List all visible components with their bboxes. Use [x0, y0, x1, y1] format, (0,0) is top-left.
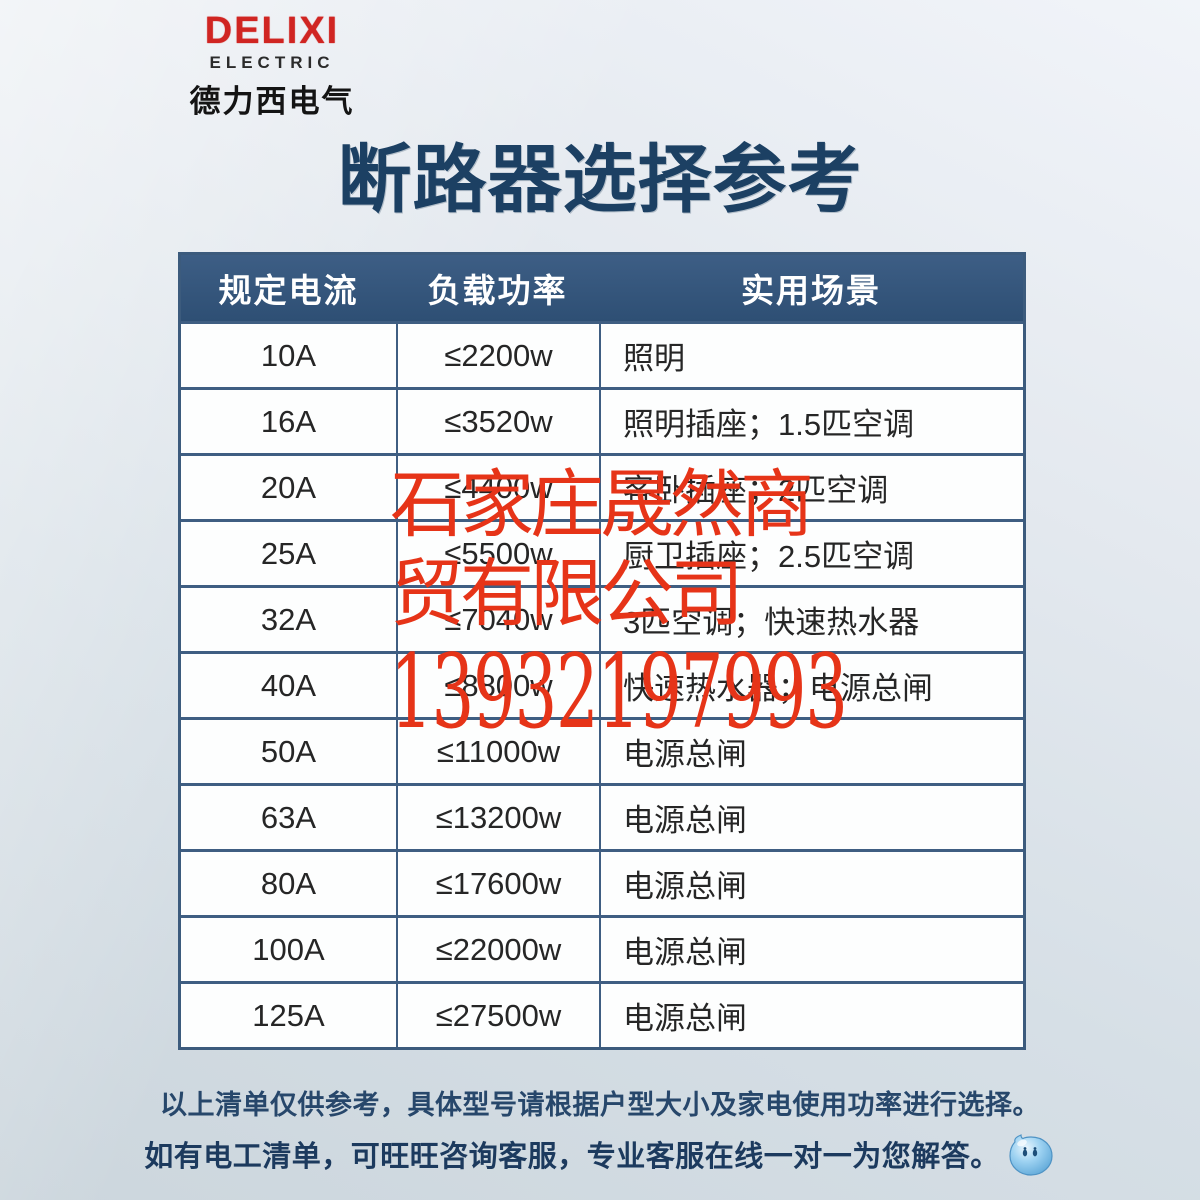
- table-row: 63A ≤13200w 电源总闸: [181, 783, 1023, 849]
- brand-logo: DELIXI ELECTRIC 德力西电气: [158, 10, 386, 121]
- cell-scenario: 照明: [599, 324, 1023, 387]
- page-title: 断路器选择参考: [337, 138, 863, 221]
- table-header-row: 规定电流 负载功率 实用场景: [181, 255, 1023, 321]
- table-row: 50A ≤11000w 电源总闸: [181, 717, 1023, 783]
- table-row: 16A ≤3520w 照明插座；1.5匹空调: [181, 387, 1023, 453]
- cell-power: ≤2200w: [396, 324, 599, 387]
- cell-scenario: 照明插座；1.5匹空调: [599, 390, 1023, 453]
- cell-scenario: 电源总闸: [599, 918, 1023, 981]
- cell-scenario: 电源总闸: [599, 786, 1023, 849]
- breaker-reference-table: 规定电流 负载功率 实用场景 10A ≤2200w 照明 16A ≤3520w …: [178, 252, 1026, 1050]
- header-cell-power: 负载功率: [427, 272, 568, 309]
- cell-power: ≤3520w: [396, 390, 599, 453]
- cell-current: 25A: [260, 535, 317, 571]
- header-cell-current: 规定电流: [218, 272, 359, 309]
- table-row: 25A ≤5500w 厨卫插座；2.5匹空调: [181, 519, 1023, 585]
- cell-power: ≤27500w: [396, 984, 599, 1047]
- table-row: 80A ≤17600w 电源总闸: [181, 849, 1023, 915]
- cell-scenario: 电源总闸: [599, 720, 1023, 783]
- cell-power: ≤13200w: [396, 786, 599, 849]
- cell-power: ≤7040w: [396, 588, 599, 651]
- footer-note-service: 如有电工清单，可旺旺咨询客服，专业客服在线一对一为您解答。: [0, 1130, 1200, 1178]
- table-row: 125A ≤27500w 电源总闸: [181, 981, 1023, 1047]
- cell-current: 16A: [260, 403, 317, 439]
- cell-power: ≤8800w: [396, 654, 599, 717]
- cell-power: ≤4400w: [396, 456, 599, 519]
- cell-power: ≤5500w: [396, 522, 599, 585]
- cell-scenario: 快速热水器；电源总闸: [599, 654, 1023, 717]
- cell-current: 10A: [260, 337, 317, 373]
- wangwang-droplet-icon: [1009, 1134, 1053, 1176]
- table-row: 100A ≤22000w 电源总闸: [181, 915, 1023, 981]
- cell-current: 32A: [260, 601, 317, 637]
- cell-current: 100A: [252, 931, 325, 967]
- brand-wordmark: DELIXI: [204, 10, 340, 52]
- header-cell-scenario: 实用场景: [741, 272, 881, 309]
- cell-current: 125A: [252, 997, 325, 1033]
- cell-power: ≤17600w: [396, 852, 599, 915]
- table-row: 32A ≤7040w 3匹空调；快速热水器: [181, 585, 1023, 651]
- cell-power: ≤22000w: [396, 918, 599, 981]
- table-row: 20A ≤4400w 客卧插座；2匹空调: [181, 453, 1023, 519]
- cell-current: 50A: [260, 733, 317, 769]
- cell-scenario: 客卧插座；2匹空调: [599, 456, 1023, 519]
- footer-note-service-text: 如有电工清单，可旺旺咨询客服，专业客服在线一对一为您解答。: [144, 1141, 1000, 1173]
- cell-power: ≤11000w: [396, 720, 599, 783]
- cell-current: 20A: [260, 469, 317, 505]
- brand-cn-name: 德力西电气: [189, 83, 355, 119]
- table-row: 10A ≤2200w 照明: [181, 321, 1023, 387]
- cell-scenario: 电源总闸: [599, 852, 1023, 915]
- cell-current: 80A: [260, 865, 317, 901]
- brand-subtitle: ELECTRIC: [209, 52, 335, 72]
- cell-scenario: 厨卫插座；2.5匹空调: [599, 522, 1023, 585]
- footer-note-disclaimer: 以上清单仅供参考，具体型号请根据户型大小及家电使用功率进行选择。: [160, 1090, 1040, 1120]
- cell-scenario: 电源总闸: [599, 984, 1023, 1047]
- table-row: 40A ≤8800w 快速热水器；电源总闸: [181, 651, 1023, 717]
- cell-scenario: 3匹空调；快速热水器: [599, 588, 1023, 651]
- cell-current: 63A: [260, 799, 317, 835]
- cell-current: 40A: [260, 667, 317, 703]
